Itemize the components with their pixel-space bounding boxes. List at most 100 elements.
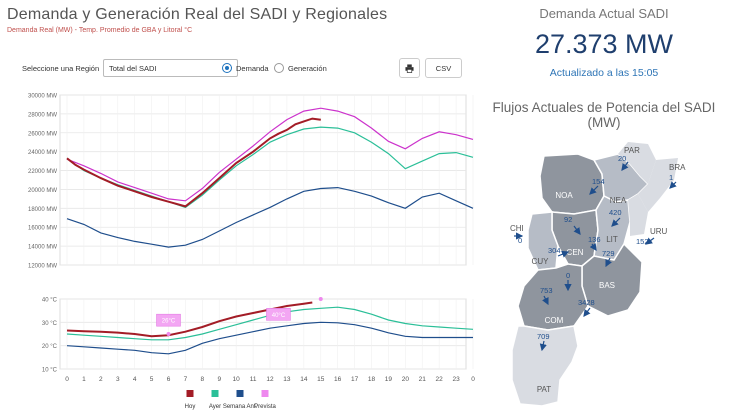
legend-label: Hoy — [185, 404, 196, 410]
legend-label: Ayer — [209, 404, 221, 410]
page-title: Demanda y Generación Real del SADI y Reg… — [7, 6, 388, 23]
x-tick-label: 10 — [233, 376, 241, 383]
flow-com-bas: 3428 — [578, 298, 595, 307]
demand-tick-label: 26000 MW — [28, 131, 57, 137]
country-label-uru: URU — [650, 227, 668, 236]
region-par — [618, 142, 656, 184]
demand-series-semana-ant- — [66, 186, 474, 248]
region-label-com: COM — [545, 316, 564, 325]
region-label: Seleccione una Región — [22, 64, 100, 73]
x-tick-label: 11 — [250, 376, 257, 383]
region-pat[interactable] — [511, 325, 579, 407]
legend-label: Prevista — [254, 404, 276, 410]
demand-tick-label: 22000 MW — [28, 169, 57, 175]
flow-cen-lit: 136 — [588, 235, 601, 244]
temp-tick-label: 30 °C — [42, 321, 58, 327]
flow-com-pat: 709 — [537, 332, 550, 341]
info-panel: Demanda Actual SADI 27.373 MW Actualizad… — [478, 0, 730, 410]
demand-tick-label: 12000 MW — [28, 264, 57, 270]
temp-series-hoy — [66, 301, 313, 338]
radio-demanda[interactable]: Demanda — [222, 62, 269, 74]
demand-value: 27.373 MW — [534, 29, 674, 59]
x-tick-label: 17 — [351, 376, 359, 383]
x-tick-label: 12 — [266, 376, 274, 383]
demand-tick-label: 14000 MW — [28, 245, 57, 251]
flow-nea-lit: 420 — [609, 208, 622, 217]
x-tick-label: 0 — [471, 376, 475, 383]
region-label-lit: LIT — [606, 235, 618, 244]
region-select-value: Total del SADI — [109, 64, 157, 73]
flow-bra: 1 — [669, 173, 673, 182]
x-tick-label: 5 — [150, 376, 154, 383]
x-tick-label: 15 — [317, 376, 325, 383]
x-tick-label: 2 — [99, 376, 103, 383]
x-tick-label: 4 — [133, 376, 137, 383]
print-icon — [405, 63, 414, 73]
demand-tick-label: 18000 MW — [28, 207, 57, 213]
demand-series-prevista — [66, 107, 474, 202]
chart-panel: Demanda y Generación Real del SADI y Reg… — [7, 6, 475, 410]
print-button[interactable] — [399, 58, 420, 78]
x-tick-label: 7 — [184, 376, 188, 383]
temp-tick-label: 40 °C — [42, 298, 58, 304]
flow-noa-cen: 92 — [564, 215, 572, 224]
x-tick-label: 20 — [402, 376, 410, 383]
radio-demanda-label: Demanda — [236, 63, 269, 73]
temp-tick-label: 20 °C — [42, 344, 58, 350]
radio-checked-icon — [222, 63, 232, 73]
legend-swatch — [261, 390, 269, 397]
legend-swatch — [211, 390, 219, 397]
region-label-cen: CEN — [567, 248, 584, 257]
legend-label: Semana Ant. — [223, 404, 258, 410]
flows-title-line2: (MW) — [587, 115, 621, 130]
flow-chi: 0 — [518, 236, 522, 245]
demand-temperature-chart: 12000 MW 14000 MW 16000 MW 18000 MW 20000 MW… — [28, 94, 475, 410]
csv-button[interactable]: CSV — [425, 58, 462, 78]
demand-tick-label: 24000 MW — [28, 150, 57, 156]
flows-title-line1: Flujos Actuales de Potencia del SADI — [492, 100, 716, 115]
region-label-nea: NEA — [610, 196, 627, 205]
x-tick-label: 9 — [217, 376, 221, 383]
region-com[interactable] — [517, 263, 589, 331]
radio-generacion-label: Generación — [288, 63, 327, 73]
legend-swatch — [186, 390, 194, 397]
page-subtitle: Demanda Real (MW) - Temp. Promedio de GB… — [7, 27, 193, 34]
region-select[interactable]: Total del SADI — [103, 59, 238, 77]
demand-tick-label: 28000 MW — [28, 112, 57, 118]
x-tick-label: 1 — [82, 376, 86, 383]
flow-lit-bas: 729 — [602, 249, 615, 258]
flow-cuy-com: 753 — [540, 286, 553, 295]
region-label-bas: BAS — [599, 281, 615, 290]
x-tick-label: 22 — [436, 376, 444, 383]
region-label-cuy: CUY — [532, 257, 550, 266]
demand-tick-label: 20000 MW — [28, 188, 57, 194]
demand-title: Demanda Actual SADI — [539, 6, 669, 21]
flow-par: 20 — [618, 154, 626, 163]
flow-uru: 152 — [636, 237, 649, 246]
x-tick-label: 6 — [167, 376, 171, 383]
x-tick-label: 0 — [65, 376, 69, 383]
flow-arrows — [514, 161, 677, 352]
country-label-bra: BRA — [669, 163, 686, 172]
demand-series-hoy — [66, 117, 321, 208]
flow-cuy-cen: 304 — [548, 246, 561, 255]
x-tick-label: 18 — [368, 376, 376, 383]
demand-updated: Actualizado a las 15:05 — [549, 67, 659, 79]
x-tick-label: 13 — [283, 376, 291, 383]
legend-swatch — [236, 390, 244, 397]
region-lit[interactable] — [593, 195, 631, 261]
region-brazil — [638, 158, 678, 212]
demand-tick-label: 16000 MW — [28, 226, 57, 232]
x-tick-label: 21 — [419, 376, 427, 383]
flow-noa-nea: 154 — [592, 177, 605, 186]
flows-title: Flujos Actuales de Potencia del SADI (MW… — [478, 100, 730, 130]
radio-generacion[interactable]: Generación — [274, 62, 327, 74]
prevista-label-text: 26°C — [162, 319, 176, 325]
temp-series-semana-ant- — [66, 321, 473, 355]
x-tick-label: 23 — [452, 376, 460, 383]
prevista-label-box — [156, 313, 181, 327]
region-label-noa: NOA — [555, 191, 573, 200]
chart-controls: Seleccione una Región Total del SADI Dem… — [22, 58, 462, 80]
x-tick-label: 8 — [201, 376, 205, 383]
temp-marker — [318, 297, 323, 301]
